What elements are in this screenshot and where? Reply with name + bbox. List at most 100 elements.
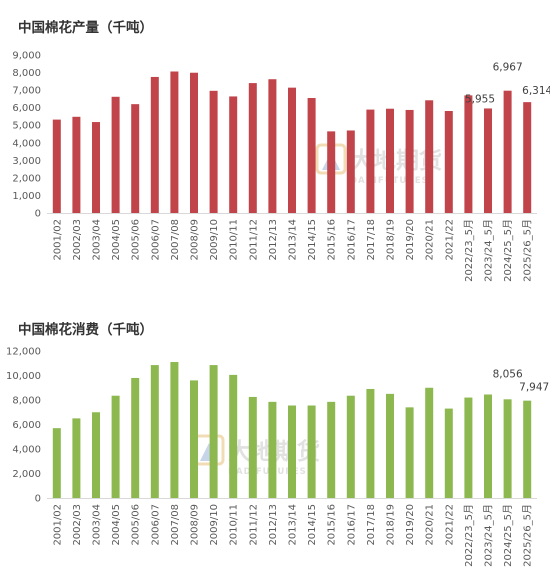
- bar: [72, 116, 81, 213]
- bar: [131, 104, 140, 213]
- x-tick-label: 2022/23_5月: [463, 504, 475, 567]
- x-tick-label: 2016/17: [346, 219, 357, 261]
- x-tick-label: 2003/04: [92, 219, 103, 261]
- y-tick-label: 8,000: [12, 396, 41, 407]
- x-tick-label: 2011/12: [248, 504, 259, 546]
- bar: [327, 401, 336, 498]
- consumption-chart: 中国棉花消费（千吨） 12,000 10,000 8,000 6,000 4,000 2,…: [0, 305, 550, 578]
- y-tick-label: 0: [35, 209, 41, 220]
- x-tick-label: 2024/25_5月: [502, 504, 514, 567]
- x-tick-label: 2020/21: [425, 504, 436, 546]
- x-tick-label: 2023/24_5月: [483, 504, 495, 567]
- x-tick-label: 2005/06: [131, 504, 142, 546]
- y-tick-label: 6,000: [12, 420, 41, 431]
- bar: [268, 401, 277, 498]
- bar: [444, 111, 453, 213]
- bar: [131, 377, 140, 498]
- bar: [52, 119, 61, 213]
- bar: [346, 395, 355, 498]
- x-tick-label: 2021/22: [444, 219, 455, 261]
- x-tick-label: 2012/13: [268, 219, 279, 261]
- bar: [307, 405, 316, 498]
- data-label: 8,056: [493, 368, 523, 380]
- bar: [288, 87, 296, 213]
- x-tick-label: 2006/07: [150, 219, 161, 261]
- production-chart: 中国棉花产量（千吨） 9,000 8,000 7,000 6,000 5,000 4,00…: [12, 20, 550, 282]
- x-tick-label: 2005/06: [131, 219, 142, 261]
- x-tick-label: 2017/18: [366, 219, 377, 261]
- bar: [229, 374, 238, 498]
- bar: [425, 387, 434, 498]
- y-tick-label: 7,000: [12, 86, 41, 97]
- bar: [150, 365, 159, 498]
- watermark-logo-icon: [193, 434, 225, 466]
- consumption-chart-plot: 12,00010,0008,0006,0004,0002,0000大地期货DAD…: [6, 347, 549, 567]
- x-tick-label: 2006/07: [150, 504, 161, 546]
- x-tick-label: 2019/20: [405, 219, 416, 261]
- x-tick-label: 2001/02: [52, 219, 63, 261]
- x-tick-label: 2016/17: [346, 504, 357, 546]
- bar: [268, 79, 277, 213]
- bar: [92, 412, 100, 498]
- x-tick-label: 2012/13: [268, 504, 279, 546]
- x-tick-label: 2004/05: [111, 219, 122, 261]
- y-tick-label: 0: [35, 494, 41, 505]
- x-tick-label: 2013/14: [288, 504, 299, 546]
- y-tick-label: 5,000: [12, 121, 41, 132]
- x-tick-label: 2007/08: [170, 219, 181, 261]
- data-label: 6,314: [522, 85, 550, 97]
- bar: [72, 418, 81, 498]
- bar: [248, 83, 257, 213]
- x-tick-label: 2003/04: [92, 504, 103, 546]
- bar: [405, 109, 414, 213]
- bar: [484, 108, 492, 213]
- x-tick-label: 2024/25_5月: [502, 219, 514, 282]
- y-tick-label: 3,000: [12, 156, 41, 167]
- data-label: 5,955: [465, 93, 495, 105]
- bar: [425, 100, 434, 213]
- bar: [503, 90, 512, 213]
- bar: [190, 380, 198, 498]
- bar: [444, 408, 453, 498]
- x-tick-label: 2014/15: [307, 219, 318, 261]
- y-tick-label: 2,000: [12, 469, 41, 480]
- x-tick-label: 2020/21: [425, 219, 436, 261]
- x-tick-label: 2007/08: [170, 504, 181, 546]
- x-tick-label: 2018/19: [386, 219, 397, 261]
- x-tick-label: 2025/26_5月: [522, 219, 534, 282]
- x-tick-label: 2013/14: [288, 219, 299, 261]
- bar: [52, 428, 61, 498]
- x-tick-label: 2010/11: [229, 504, 240, 546]
- bar: [464, 95, 473, 213]
- x-tick-label: 2008/09: [190, 504, 201, 546]
- y-tick-label: 4,000: [12, 138, 41, 149]
- y-tick-label: 8,000: [12, 68, 41, 79]
- x-tick-label: 2002/03: [72, 504, 83, 546]
- y-tick-label: 6,000: [12, 103, 41, 114]
- bar: [484, 394, 492, 498]
- x-tick-label: 2021/22: [444, 504, 455, 546]
- chart-title: 中国棉花产量（千吨）: [18, 20, 153, 36]
- bar: [346, 130, 355, 213]
- production-chart-plot: 9,000 8,000 7,000 6,000 5,000 4,000 3,000 2,000…: [12, 51, 550, 282]
- y-tick-label: 4,000: [12, 445, 41, 456]
- bar: [386, 108, 394, 213]
- x-tick-label: 2009/10: [209, 219, 220, 261]
- x-tick-label: 2019/20: [405, 504, 416, 546]
- y-tick-label: 2,000: [12, 173, 41, 184]
- x-tick-label: 2025/26_5月: [522, 504, 534, 567]
- data-label: 6,967: [493, 62, 523, 74]
- bar: [170, 71, 179, 213]
- bar: [366, 109, 375, 213]
- x-tick-label: 2004/05: [111, 504, 122, 546]
- x-tick-label: 2014/15: [307, 504, 318, 546]
- watermark: 大地期货DADIFUTURES: [315, 143, 442, 186]
- bar: [523, 400, 532, 498]
- x-tick-label: 2015/16: [327, 219, 338, 261]
- x-tick-label: 2002/03: [72, 219, 83, 261]
- y-tick-label: 9,000: [12, 51, 41, 62]
- bar: [405, 407, 414, 498]
- bar: [209, 90, 218, 213]
- x-tick-label: 2008/09: [190, 219, 201, 261]
- bar: [190, 72, 198, 213]
